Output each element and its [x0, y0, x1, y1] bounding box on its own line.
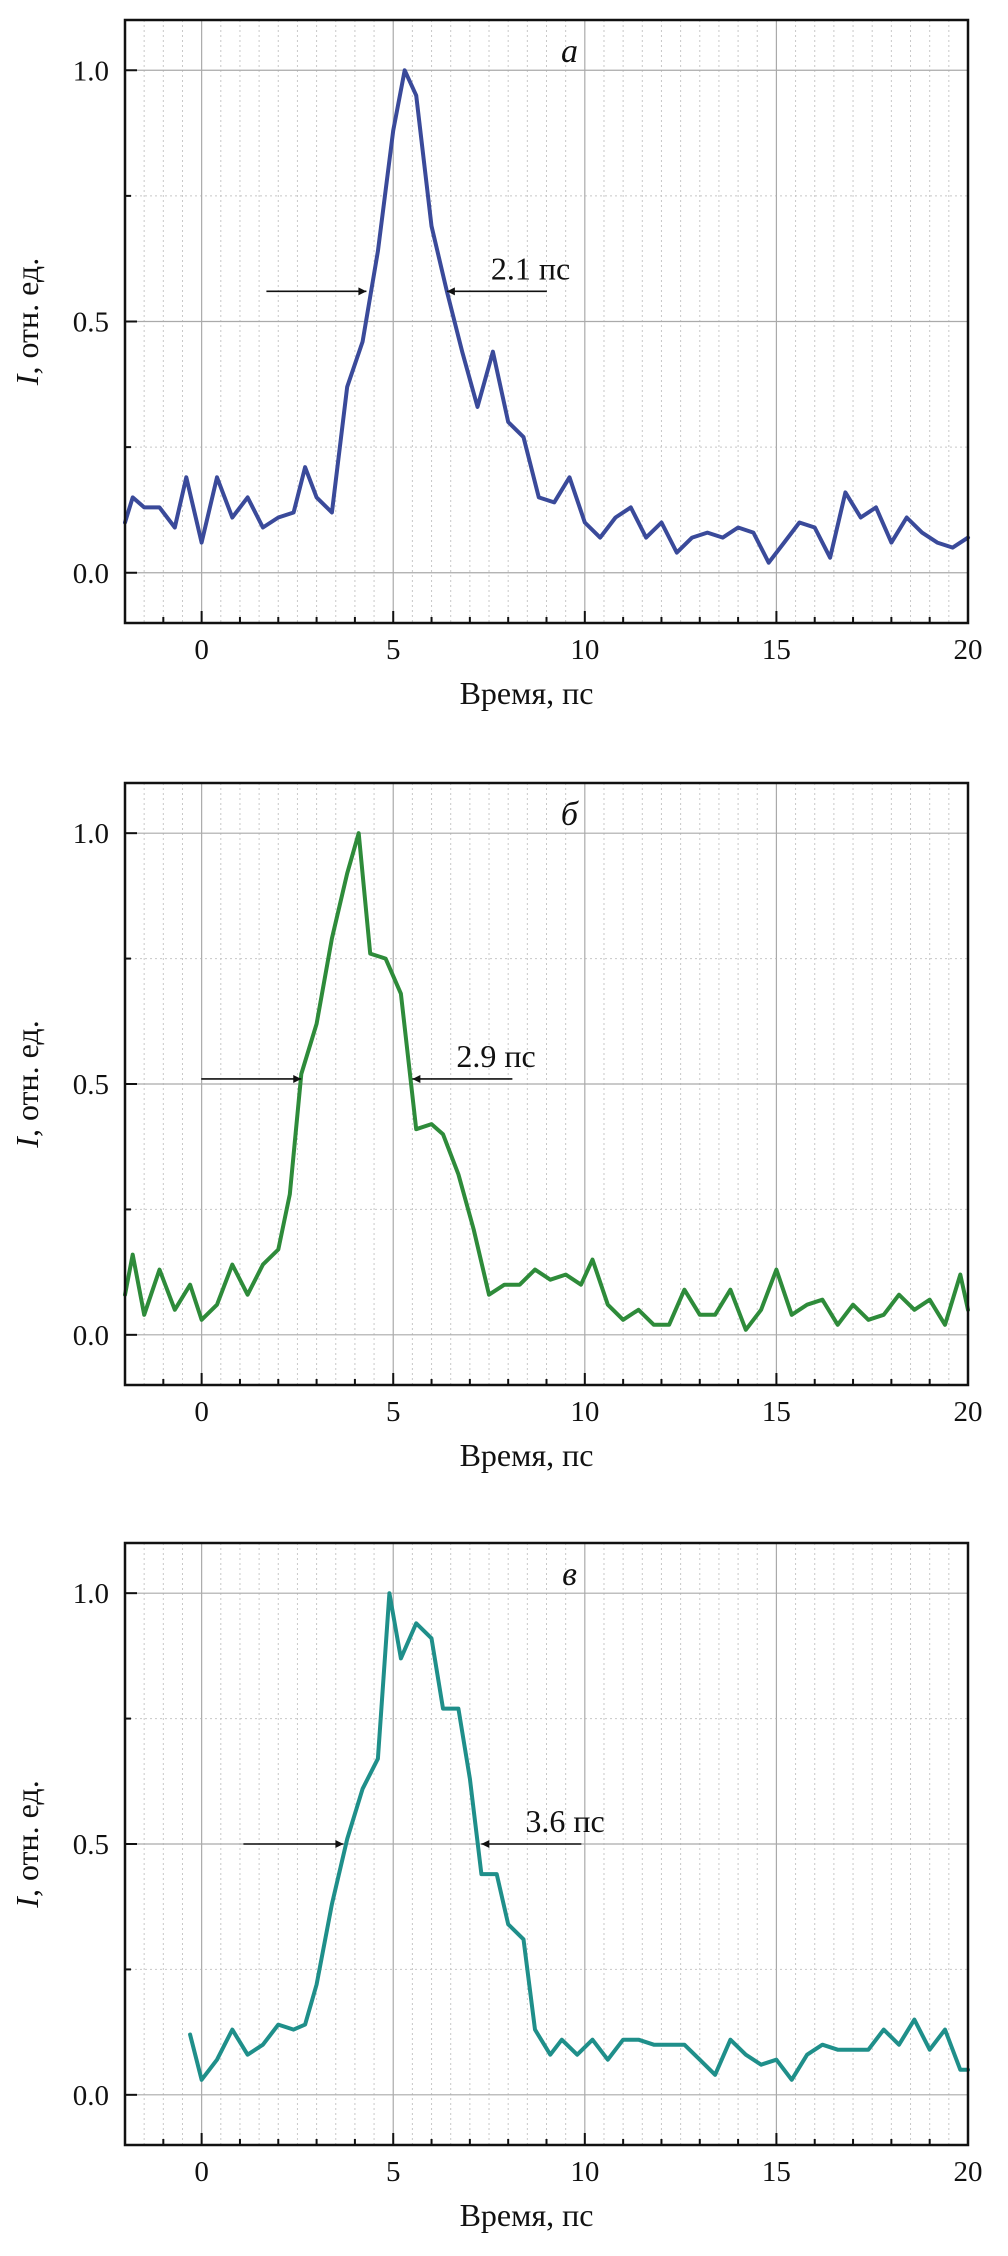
chart-panel-1: 0 5 10 15 20 0.0 0.5 1.0 Время, пс I, отн. ед. a 2.…: [9, 18, 983, 711]
series-line: [123, 831, 970, 1332]
x-tick-label: 0: [194, 1396, 209, 1428]
y-tick-label: 0.0: [73, 1320, 109, 1352]
x-tick-label: 15: [762, 1396, 791, 1428]
x-tick-label: 10: [570, 1396, 599, 1428]
fwhm-label: 2.9 пс: [456, 1038, 535, 1074]
x-tick-label: 0: [194, 634, 209, 666]
x-tick-label: 20: [954, 634, 983, 666]
x-axis-label: Время, пс: [460, 675, 594, 711]
panel-label: a: [561, 33, 578, 70]
y-tick-label: 1.0: [73, 1578, 109, 1610]
panel-label: в: [562, 1556, 577, 1593]
x-tick-label: 20: [954, 1396, 983, 1428]
x-tick-label: 0: [194, 2156, 209, 2188]
fwhm-label: 3.6 пс: [525, 1803, 604, 1839]
x-tick-label: 20: [954, 2156, 983, 2188]
x-tick-label: 15: [762, 2156, 791, 2188]
x-tick-label: 5: [386, 2156, 401, 2188]
chart-panel-3: 0 5 10 15 20 0.0 0.5 1.0 Время, пс I, отн. ед. в 3.…: [9, 1541, 983, 2233]
chart-panel-2: 0 5 10 15 20 0.0 0.5 1.0 Время, пс I, отн. ед. б 2.…: [9, 781, 983, 1473]
y-axis-label: I, отн. ед.: [9, 1020, 45, 1148]
y-tick-label: 1.0: [73, 55, 109, 87]
x-tick-label: 10: [570, 2156, 599, 2188]
y-tick-label: 0.0: [73, 558, 109, 590]
x-tick-label: 5: [386, 1396, 401, 1428]
x-axis-label: Время, пс: [460, 1437, 594, 1473]
y-tick-label: 0.0: [73, 2080, 109, 2112]
y-tick-label: 0.5: [73, 307, 109, 339]
x-tick-label: 10: [570, 634, 599, 666]
x-tick-label: 5: [386, 634, 401, 666]
y-axis-label: I, отн. ед.: [9, 258, 45, 386]
fwhm-label: 2.1 пс: [491, 250, 570, 286]
y-tick-label: 1.0: [73, 818, 109, 850]
y-axis-label: I, отн. ед.: [9, 1780, 45, 1908]
series-line: [188, 1591, 970, 2082]
y-tick-label: 0.5: [73, 1069, 109, 1101]
x-tick-label: 15: [762, 634, 791, 666]
y-tick-label: 0.5: [73, 1829, 109, 1861]
series-line: [123, 68, 970, 565]
panel-label: б: [561, 796, 580, 833]
x-axis-label: Время, пс: [460, 2197, 594, 2233]
